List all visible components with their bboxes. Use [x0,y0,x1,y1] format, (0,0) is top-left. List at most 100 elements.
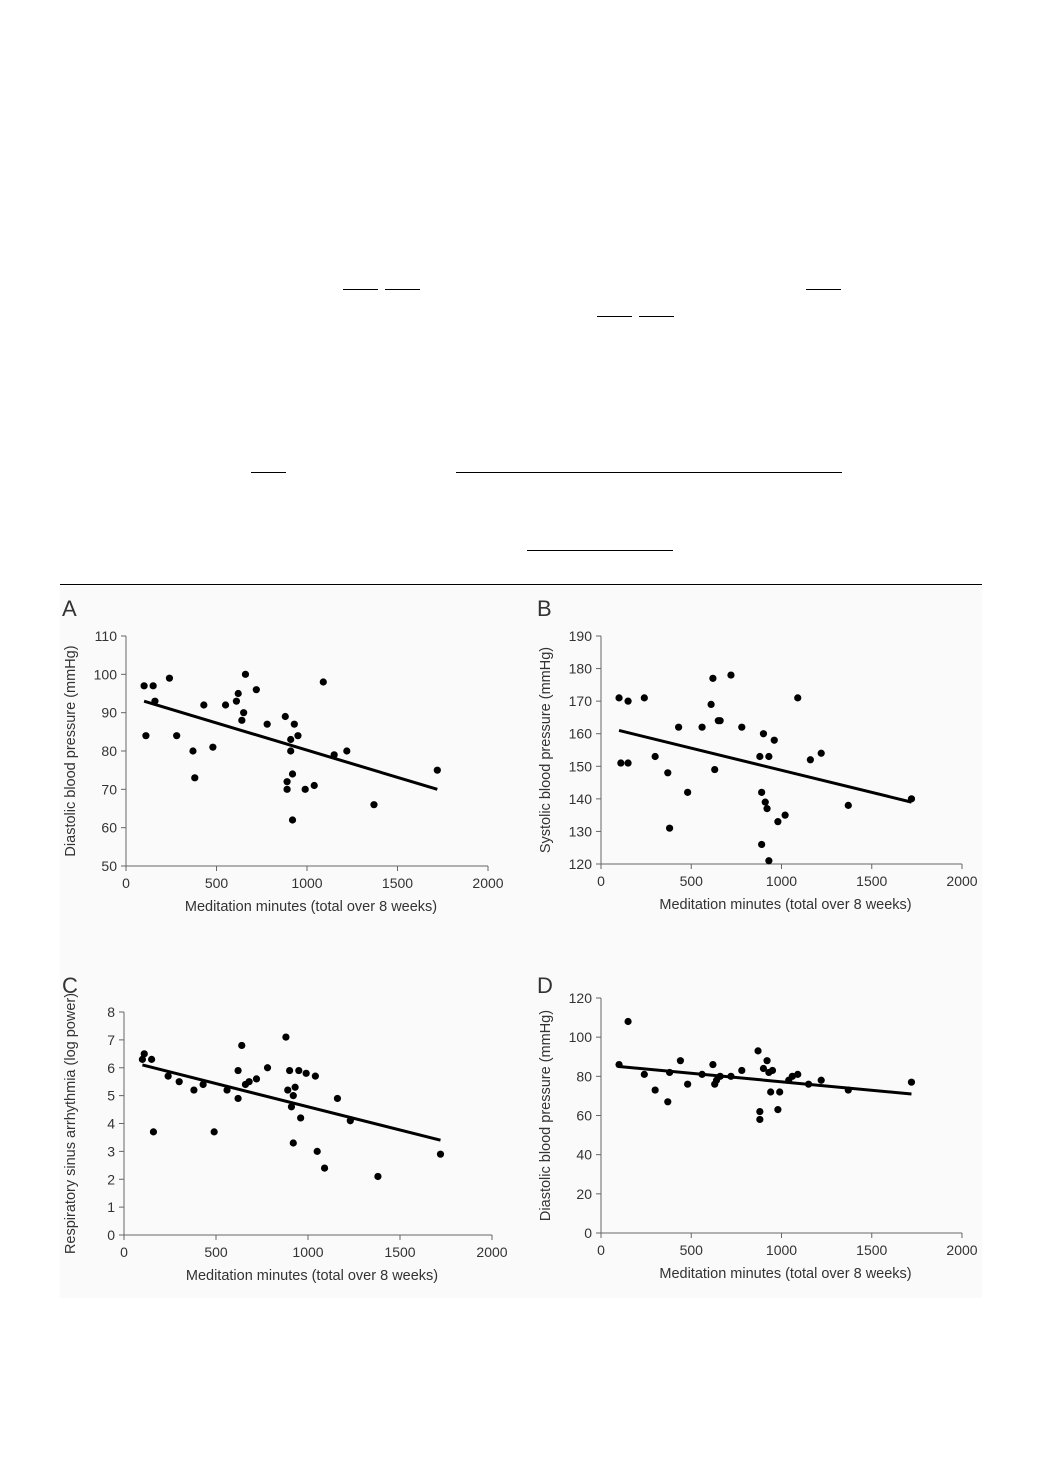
data-point [148,1055,156,1063]
x-tick-label: 1500 [382,875,413,891]
data-point [711,765,719,774]
data-point [763,805,771,813]
chart-panel-c: C 0 1 2 3 4 5 6 7 8 0 500 1000 1500 2000 Meditation min… [62,973,508,1284]
panel-label: B [537,596,552,621]
x-axis-label: Meditation minutes (total over 8 weeks) [186,1268,438,1284]
y-axis-label: Diastolic blood pressure (mmHg) [538,1010,554,1221]
x-tick-label: 2000 [946,873,977,889]
y-tick-label: 40 [576,1147,592,1163]
x-tick-label: 0 [597,1242,605,1258]
data-point [210,1128,218,1136]
data-point [164,1072,172,1080]
y-axis-label: Diastolic blood pressure (mmHg) [63,645,79,856]
data-point [756,752,764,761]
data-point [209,743,217,751]
data-point [234,1094,242,1103]
data-point [806,756,814,764]
panel-label: C [62,973,78,998]
data-point [844,801,852,809]
trend-line [143,699,438,791]
data-point [234,1066,242,1075]
y-tick-label: 60 [576,1108,592,1124]
trend-line [618,729,912,804]
data-point [433,766,441,774]
data-point [310,781,318,790]
y-tick-label: 0 [584,1225,592,1241]
decor-line [527,550,673,551]
data-point [287,747,295,755]
data-point [283,785,291,793]
chart-panel-a: A 50 60 70 80 90 100 110 0 500 1000 1500 2000 Meditat… [62,596,504,915]
data-point [727,671,735,679]
data-point [149,682,157,690]
data-point [287,1103,296,1111]
x-tick-label: 0 [120,1244,128,1260]
data-point [140,1050,148,1058]
data-point [716,717,724,725]
data-point [781,811,789,819]
trend-line [142,1063,441,1142]
data-point [252,1075,261,1083]
data-point [320,1164,329,1172]
data-point [763,1057,771,1065]
y-tick-label: 80 [576,1068,592,1084]
data-point [200,701,208,709]
data-point [774,818,782,826]
decor-line [597,316,632,317]
y-tick-label: 130 [569,823,593,839]
data-point [684,1080,692,1088]
data-point [709,1060,717,1069]
y-axis-label: Systolic blood pressure (mmHg) [538,647,554,853]
data-point [436,1150,445,1158]
data-point [142,732,150,740]
data-point [698,723,706,731]
data-point [624,1017,632,1026]
data-point [664,769,672,777]
data-point [624,759,632,767]
y-tick-label: 120 [569,856,593,872]
data-point [709,674,717,682]
data-point [294,732,302,740]
x-tick-label: 500 [204,1244,228,1260]
data-point [761,798,769,806]
data-point [289,1092,297,1100]
y-axis-label: Respiratory sinus arrhythmia (log power) [63,993,79,1254]
data-point [624,697,632,705]
y-tick-label: 100 [569,1029,593,1045]
data-point [199,1080,207,1089]
data-point [284,1086,292,1094]
data-point [238,716,246,724]
decor-line [639,316,674,317]
data-point [370,801,378,809]
data-point [311,1072,319,1080]
x-tick-label: 2000 [476,1244,507,1260]
data-point [302,1069,310,1077]
x-tick-label: 1500 [856,1242,887,1258]
x-tick-label: 1000 [292,1244,323,1260]
x-tick-label: 1000 [291,875,322,891]
chart-panel-d: D 0 20 40 60 80 100 120 0 500 1000 1500 2000 Meditati… [537,973,978,1282]
data-point [288,770,297,778]
panel-label: D [537,973,553,998]
data-point [333,1094,342,1103]
panel-label: A [62,596,77,621]
y-tick-label: 150 [569,758,593,774]
y-tick-label: 120 [569,990,593,1006]
data-point [758,840,766,849]
data-point [295,1066,303,1075]
data-point [252,686,260,694]
y-tick-label: 4 [107,1116,115,1132]
data-point [765,752,773,761]
data-point [140,682,148,690]
figure-top-rule [60,584,982,585]
data-point [754,1047,762,1055]
data-point [263,1064,272,1072]
data-point [794,1070,802,1078]
data-point [759,730,768,738]
data-point [282,1033,290,1041]
data-point [238,1041,246,1050]
data-point [907,1078,916,1086]
decor-line [456,472,842,473]
x-tick-label: 1000 [766,873,797,889]
data-point [738,1066,746,1075]
